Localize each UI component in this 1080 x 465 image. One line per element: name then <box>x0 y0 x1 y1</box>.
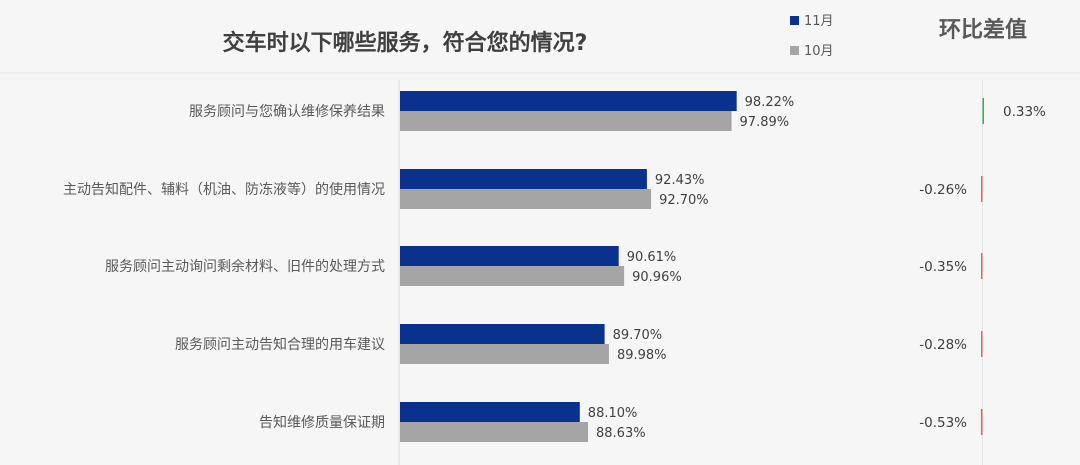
bar-oct <box>400 422 589 442</box>
legend-swatch-nov <box>790 16 799 25</box>
bar-nov <box>400 91 737 111</box>
diff-bar <box>982 98 984 124</box>
value-label-nov: 98.22% <box>745 95 795 110</box>
value-label-oct: 90.96% <box>632 270 682 285</box>
diff-label: -0.53% <box>919 415 967 431</box>
diff-bar <box>981 253 983 279</box>
diff-bar <box>980 409 983 435</box>
diff-label: -0.26% <box>919 182 967 198</box>
bar-nov <box>400 324 605 344</box>
chart-title: 交车时以下哪些服务，符合您的情况? <box>223 30 588 56</box>
bar-nov <box>400 402 580 422</box>
diff-label: 0.33% <box>1003 104 1046 120</box>
bar-oct <box>400 111 732 131</box>
value-label-nov: 90.61% <box>627 250 677 265</box>
category-label: 服务顾问主动告知合理的用车建议 <box>175 336 385 353</box>
bar-nov <box>400 246 619 266</box>
bar-nov <box>400 169 647 189</box>
bar-oct <box>400 266 625 286</box>
bar-oct <box>400 189 652 209</box>
legend-label-nov: 11月 <box>804 14 834 29</box>
bars <box>400 91 737 442</box>
value-labels: 98.22% 97.89% 92.43% 92.70% 90.61% 90.96% 89.7… <box>588 95 794 441</box>
value-label-oct: 89.98% <box>617 348 667 363</box>
value-label-oct: 88.63% <box>596 426 646 441</box>
diff-title: 环比差值 <box>939 17 1027 43</box>
category-label: 服务顾问与您确认维修保养结果 <box>189 103 385 120</box>
category-label: 服务顾问主动询问剩余材料、旧件的处理方式 <box>105 258 385 275</box>
legend-swatch-oct <box>790 46 799 55</box>
bar-oct <box>400 344 609 364</box>
diff-bar <box>981 331 983 357</box>
diff-label: -0.35% <box>919 259 967 275</box>
category-labels: 服务顾问与您确认维修保养结果主动告知配件、辅料（机油、防冻液等）的使用情况服务顾… <box>63 103 385 431</box>
category-label: 告知维修质量保证期 <box>259 414 385 431</box>
value-label-nov: 92.43% <box>655 173 705 188</box>
diff-group: 0.33% -0.26% -0.35% -0.28% -0.53% <box>919 98 1046 435</box>
value-label-nov: 88.10% <box>588 406 638 421</box>
value-label-oct: 92.70% <box>659 193 709 208</box>
category-label: 主动告知配件、辅料（机油、防冻液等）的使用情况 <box>63 181 385 198</box>
diff-label: -0.28% <box>919 337 967 353</box>
legend-label-oct: 10月 <box>804 44 834 59</box>
legend: 11月 10月 <box>790 14 834 59</box>
diff-bar <box>981 176 983 202</box>
value-label-oct: 97.89% <box>740 115 790 130</box>
value-label-nov: 89.70% <box>613 328 663 343</box>
